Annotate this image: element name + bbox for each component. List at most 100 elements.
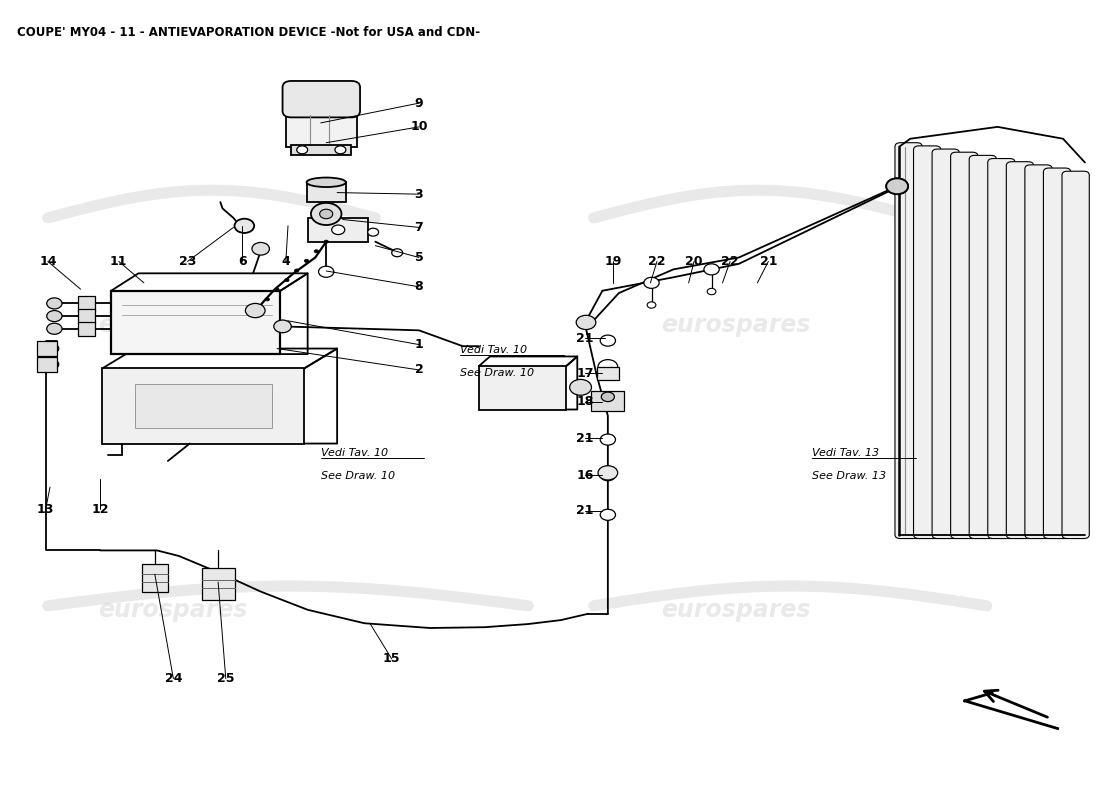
Circle shape bbox=[598, 466, 618, 480]
Bar bbox=[78, 309, 95, 323]
Text: eurospares: eurospares bbox=[661, 598, 811, 622]
Text: 5: 5 bbox=[415, 251, 424, 264]
Text: 1: 1 bbox=[415, 338, 424, 351]
Circle shape bbox=[601, 335, 616, 346]
Text: 8: 8 bbox=[415, 280, 424, 294]
Text: 20: 20 bbox=[685, 255, 703, 268]
Text: 23: 23 bbox=[179, 255, 196, 268]
Text: 3: 3 bbox=[415, 188, 424, 201]
Text: See Draw. 10: See Draw. 10 bbox=[461, 368, 535, 378]
Text: 9: 9 bbox=[415, 97, 424, 110]
Text: 6: 6 bbox=[238, 255, 246, 268]
Bar bbox=[111, 290, 280, 354]
Circle shape bbox=[707, 288, 716, 294]
Circle shape bbox=[319, 266, 334, 278]
Circle shape bbox=[285, 278, 289, 282]
Circle shape bbox=[367, 228, 378, 236]
Text: 17: 17 bbox=[576, 366, 594, 379]
FancyBboxPatch shape bbox=[283, 81, 360, 118]
Text: eurospares: eurospares bbox=[99, 313, 249, 337]
Circle shape bbox=[45, 344, 58, 354]
Circle shape bbox=[297, 146, 308, 154]
Circle shape bbox=[245, 303, 265, 318]
Text: See Draw. 13: See Draw. 13 bbox=[812, 471, 887, 482]
Text: eurospares: eurospares bbox=[661, 313, 811, 337]
Circle shape bbox=[311, 203, 341, 225]
Circle shape bbox=[255, 307, 260, 310]
Text: 14: 14 bbox=[40, 255, 56, 268]
Text: 12: 12 bbox=[91, 502, 109, 516]
Circle shape bbox=[320, 210, 333, 218]
Bar bbox=[286, 91, 356, 146]
FancyBboxPatch shape bbox=[969, 155, 997, 538]
Bar bbox=[135, 384, 272, 428]
Text: See Draw. 10: See Draw. 10 bbox=[321, 471, 395, 482]
Circle shape bbox=[315, 250, 319, 253]
Text: 7: 7 bbox=[415, 221, 424, 234]
Circle shape bbox=[252, 242, 270, 255]
Circle shape bbox=[46, 298, 62, 309]
Circle shape bbox=[334, 146, 345, 154]
Ellipse shape bbox=[307, 178, 345, 187]
Bar bbox=[78, 296, 95, 310]
Circle shape bbox=[644, 278, 659, 288]
Circle shape bbox=[275, 288, 279, 291]
Text: 15: 15 bbox=[383, 652, 400, 666]
Bar bbox=[592, 391, 624, 411]
FancyBboxPatch shape bbox=[913, 146, 940, 538]
FancyBboxPatch shape bbox=[895, 142, 922, 538]
Circle shape bbox=[602, 392, 615, 402]
Bar bbox=[142, 564, 168, 591]
FancyBboxPatch shape bbox=[932, 149, 959, 538]
Circle shape bbox=[570, 379, 592, 395]
Bar bbox=[37, 342, 56, 356]
Text: 22: 22 bbox=[722, 255, 739, 268]
Bar bbox=[102, 368, 305, 443]
Circle shape bbox=[392, 249, 403, 257]
Bar bbox=[78, 322, 95, 336]
FancyBboxPatch shape bbox=[1044, 168, 1070, 538]
Text: Vedi Tav. 10: Vedi Tav. 10 bbox=[321, 448, 388, 458]
Text: 22: 22 bbox=[648, 255, 666, 268]
Bar bbox=[201, 568, 234, 599]
Text: 13: 13 bbox=[37, 502, 54, 516]
Text: 21: 21 bbox=[576, 332, 594, 345]
Text: 21: 21 bbox=[760, 255, 777, 268]
Circle shape bbox=[234, 218, 254, 233]
Circle shape bbox=[887, 178, 909, 194]
FancyBboxPatch shape bbox=[950, 152, 978, 538]
Text: 19: 19 bbox=[605, 255, 621, 268]
Bar bbox=[597, 366, 619, 380]
Circle shape bbox=[887, 178, 909, 194]
Bar bbox=[308, 218, 367, 242]
Circle shape bbox=[45, 360, 58, 369]
Circle shape bbox=[274, 320, 292, 333]
Circle shape bbox=[601, 510, 616, 520]
FancyBboxPatch shape bbox=[1062, 171, 1089, 538]
Text: 21: 21 bbox=[576, 504, 594, 518]
Circle shape bbox=[647, 302, 656, 308]
Circle shape bbox=[305, 259, 309, 262]
Bar bbox=[292, 145, 351, 154]
Text: 11: 11 bbox=[110, 255, 128, 268]
Circle shape bbox=[265, 298, 269, 301]
Bar bbox=[307, 182, 345, 202]
FancyBboxPatch shape bbox=[988, 158, 1015, 538]
FancyBboxPatch shape bbox=[1025, 165, 1053, 538]
Text: 16: 16 bbox=[576, 469, 594, 482]
Text: 18: 18 bbox=[576, 395, 594, 408]
Text: 24: 24 bbox=[165, 672, 183, 685]
FancyBboxPatch shape bbox=[1006, 162, 1034, 538]
Circle shape bbox=[332, 225, 344, 234]
Circle shape bbox=[598, 360, 618, 374]
Text: 25: 25 bbox=[217, 672, 234, 685]
Text: 2: 2 bbox=[415, 363, 424, 377]
Circle shape bbox=[576, 315, 596, 330]
Circle shape bbox=[46, 310, 62, 322]
Text: eurospares: eurospares bbox=[99, 598, 249, 622]
Text: COUPE' MY04 - 11 - ANTIEVAPORATION DEVICE -Not for USA and CDN-: COUPE' MY04 - 11 - ANTIEVAPORATION DEVIC… bbox=[18, 26, 481, 39]
Circle shape bbox=[601, 434, 616, 445]
Circle shape bbox=[601, 470, 616, 481]
Text: 21: 21 bbox=[576, 431, 594, 445]
Text: Vedi Tav. 13: Vedi Tav. 13 bbox=[812, 448, 879, 458]
